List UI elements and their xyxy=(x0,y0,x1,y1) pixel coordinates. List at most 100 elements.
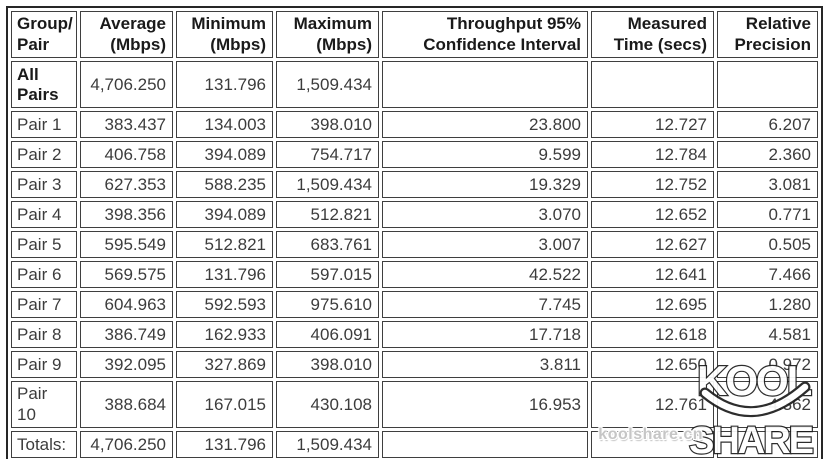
throughput-results-table: Group/ Pair Average (Mbps) Minimum (Mbps… xyxy=(6,6,823,459)
cell-avg: 388.684 xyxy=(80,381,173,429)
column-header-confidence-interval: Throughput 95% Confidence Interval xyxy=(382,11,588,59)
cell-label: Pair 7 xyxy=(11,291,77,319)
cell-avg: 383.437 xyxy=(80,111,173,139)
cell-label: Pair 3 xyxy=(11,171,77,199)
table-row: Pair 7 604.963 592.593 975.610 7.745 12.695 1.… xyxy=(11,291,818,319)
cell-min: 167.015 xyxy=(176,381,273,429)
cell-time xyxy=(591,431,714,459)
cell-max: 975.610 xyxy=(276,291,379,319)
table-row: Pair 3 627.353 588.235 1,509.434 19.329 12.75… xyxy=(11,171,818,199)
cell-time: 12.752 xyxy=(591,171,714,199)
cell-label: Pair 5 xyxy=(11,231,77,259)
cell-min: 131.796 xyxy=(176,61,273,109)
cell-min: 394.089 xyxy=(176,141,273,169)
table-row: Pair 8 386.749 162.933 406.091 17.718 12.618 4… xyxy=(11,321,818,349)
cell-avg: 392.095 xyxy=(80,351,173,379)
cell-max: 597.015 xyxy=(276,261,379,289)
cell-ci: 17.718 xyxy=(382,321,588,349)
cell-min: 588.235 xyxy=(176,171,273,199)
cell-min: 512.821 xyxy=(176,231,273,259)
cell-ci: 19.329 xyxy=(382,171,588,199)
table-row: Pair 2 406.758 394.089 754.717 9.599 12.784 2.… xyxy=(11,141,818,169)
table-row: Pair 5 595.549 512.821 683.761 3.007 12.627 0.… xyxy=(11,231,818,259)
cell-label: Pair 2 xyxy=(11,141,77,169)
cell-label: Pair 6 xyxy=(11,261,77,289)
cell-max: 406.091 xyxy=(276,321,379,349)
cell-prec: 2.360 xyxy=(717,141,818,169)
column-header-average-mbps: Average (Mbps) xyxy=(80,11,173,59)
cell-max: 430.108 xyxy=(276,381,379,429)
column-header-relative-precision: Relative Precision xyxy=(717,11,818,59)
cell-min: 592.593 xyxy=(176,291,273,319)
cell-avg: 386.749 xyxy=(80,321,173,349)
cell-max: 398.010 xyxy=(276,111,379,139)
column-header-group-pair: Group/ Pair xyxy=(11,11,77,59)
cell-time: 12.761 xyxy=(591,381,714,429)
cell-avg: 4,706.250 xyxy=(80,431,173,459)
cell-max: 398.010 xyxy=(276,351,379,379)
table-row: Pair 6 569.575 131.796 597.015 42.522 12.641 7… xyxy=(11,261,818,289)
cell-prec: 3.081 xyxy=(717,171,818,199)
cell-min: 394.089 xyxy=(176,201,273,229)
cell-prec xyxy=(717,431,818,459)
cell-max: 1,509.434 xyxy=(276,171,379,199)
cell-min: 162.933 xyxy=(176,321,273,349)
cell-prec: 6.207 xyxy=(717,111,818,139)
cell-max: 683.761 xyxy=(276,231,379,259)
cell-label: Pair 10 xyxy=(11,381,77,429)
cell-ci xyxy=(382,61,588,109)
cell-time: 12.784 xyxy=(591,141,714,169)
cell-avg: 4,706.250 xyxy=(80,61,173,109)
cell-avg: 627.353 xyxy=(80,171,173,199)
cell-min: 134.003 xyxy=(176,111,273,139)
column-header-maximum-mbps: Maximum (Mbps) xyxy=(276,11,379,59)
cell-time xyxy=(591,61,714,109)
cell-ci: 42.522 xyxy=(382,261,588,289)
cell-time: 12.627 xyxy=(591,231,714,259)
cell-ci: 9.599 xyxy=(382,141,588,169)
cell-avg: 398.356 xyxy=(80,201,173,229)
cell-ci xyxy=(382,431,588,459)
cell-time: 12.618 xyxy=(591,321,714,349)
cell-prec: 4.581 xyxy=(717,321,818,349)
cell-time: 12.652 xyxy=(591,201,714,229)
table-row: Pair 4 398.356 394.089 512.821 3.070 12.652 0.… xyxy=(11,201,818,229)
cell-max: 512.821 xyxy=(276,201,379,229)
column-header-minimum-mbps: Minimum (Mbps) xyxy=(176,11,273,59)
cell-label: Pair 4 xyxy=(11,201,77,229)
cell-ci: 23.800 xyxy=(382,111,588,139)
cell-ci: 3.811 xyxy=(382,351,588,379)
cell-ci: 7.745 xyxy=(382,291,588,319)
column-header-measured-time: Measured Time (secs) xyxy=(591,11,714,59)
cell-avg: 406.758 xyxy=(80,141,173,169)
cell-min: 327.869 xyxy=(176,351,273,379)
cell-prec: 1.280 xyxy=(717,291,818,319)
cell-time: 12.695 xyxy=(591,291,714,319)
cell-ci: 16.953 xyxy=(382,381,588,429)
cell-time: 12.727 xyxy=(591,111,714,139)
cell-min: 131.796 xyxy=(176,431,273,459)
cell-avg: 569.575 xyxy=(80,261,173,289)
cell-prec: 0.505 xyxy=(717,231,818,259)
cell-label: Pair 8 xyxy=(11,321,77,349)
cell-label: Pair 9 xyxy=(11,351,77,379)
cell-time: 12.641 xyxy=(591,261,714,289)
cell-prec: 0.771 xyxy=(717,201,818,229)
cell-avg: 604.963 xyxy=(80,291,173,319)
cell-label: All Pairs xyxy=(11,61,77,109)
cell-prec: 4.362 xyxy=(717,381,818,429)
table-row: Totals: 4,706.250 131.796 1,509.434 xyxy=(11,431,818,459)
table-header-row: Group/ Pair Average (Mbps) Minimum (Mbps… xyxy=(11,11,818,59)
cell-label: Totals: xyxy=(11,431,77,459)
cell-ci: 3.007 xyxy=(382,231,588,259)
table-row: Pair 1 383.437 134.003 398.010 23.800 12.727 6… xyxy=(11,111,818,139)
cell-avg: 595.549 xyxy=(80,231,173,259)
cell-prec: 0.972 xyxy=(717,351,818,379)
cell-max: 1,509.434 xyxy=(276,61,379,109)
cell-ci: 3.070 xyxy=(382,201,588,229)
table-row: All Pairs 4,706.250 131.796 1,509.434 xyxy=(11,61,818,109)
cell-label: Pair 1 xyxy=(11,111,77,139)
table-row: Pair 9 392.095 327.869 398.010 3.811 12.650 0.… xyxy=(11,351,818,379)
cell-prec xyxy=(717,61,818,109)
